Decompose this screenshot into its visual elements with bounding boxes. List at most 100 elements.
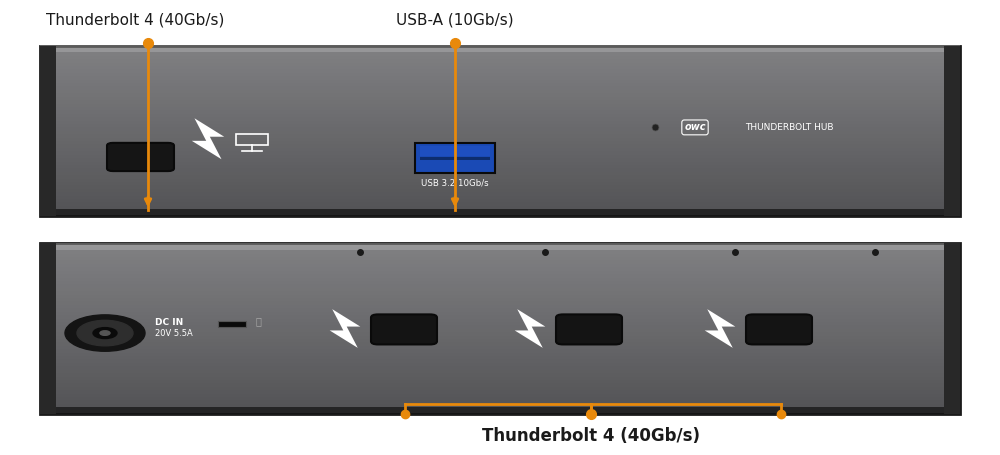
Bar xyxy=(40,295,960,298)
Bar xyxy=(40,93,960,97)
Bar xyxy=(40,148,960,151)
Bar xyxy=(40,243,960,250)
Text: USB-A (10Gb/s): USB-A (10Gb/s) xyxy=(396,13,514,28)
Bar xyxy=(40,80,960,83)
FancyBboxPatch shape xyxy=(107,143,174,171)
Bar xyxy=(40,63,960,66)
Bar xyxy=(40,155,960,158)
Polygon shape xyxy=(515,309,545,348)
Bar xyxy=(40,387,960,390)
Bar xyxy=(40,284,960,288)
FancyBboxPatch shape xyxy=(746,314,812,344)
Bar xyxy=(40,288,960,291)
Bar xyxy=(40,410,960,414)
Bar xyxy=(40,366,960,369)
Bar xyxy=(40,179,960,182)
Bar xyxy=(218,321,246,327)
Bar xyxy=(40,141,960,145)
Bar xyxy=(944,243,960,414)
FancyBboxPatch shape xyxy=(556,314,622,344)
Bar xyxy=(40,356,960,359)
Bar xyxy=(40,342,960,346)
Bar xyxy=(40,46,960,49)
Text: Thunderbolt 4 (40Gb/s): Thunderbolt 4 (40Gb/s) xyxy=(482,427,700,445)
Bar xyxy=(40,264,960,268)
Bar xyxy=(40,158,960,162)
Bar xyxy=(40,206,960,209)
Bar xyxy=(40,209,960,216)
Bar xyxy=(40,114,960,117)
Bar xyxy=(40,213,960,216)
Bar xyxy=(40,312,960,315)
Bar xyxy=(40,145,960,148)
Bar xyxy=(40,298,960,302)
Bar xyxy=(40,192,960,196)
Bar xyxy=(40,359,960,363)
Bar xyxy=(40,104,960,107)
Bar xyxy=(420,157,490,161)
Polygon shape xyxy=(192,118,224,159)
Bar xyxy=(40,315,960,318)
Text: owc: owc xyxy=(684,122,706,132)
Bar xyxy=(40,165,960,168)
Polygon shape xyxy=(705,309,735,348)
Bar xyxy=(40,250,960,254)
Text: USB 3.2 10Gb/s: USB 3.2 10Gb/s xyxy=(421,178,489,187)
Bar xyxy=(40,329,960,332)
Bar xyxy=(40,243,56,414)
Bar xyxy=(40,138,960,141)
Text: Thunderbolt 4 (40Gb/s): Thunderbolt 4 (40Gb/s) xyxy=(46,13,224,28)
Bar xyxy=(40,127,960,131)
Bar xyxy=(40,325,960,329)
Bar xyxy=(40,182,960,186)
Bar xyxy=(40,209,960,213)
Bar xyxy=(40,363,960,366)
Bar xyxy=(40,175,960,178)
Bar xyxy=(40,73,960,76)
Bar xyxy=(40,281,960,284)
Bar xyxy=(40,271,960,274)
Circle shape xyxy=(65,315,145,351)
Text: THUNDERBOLT HUB: THUNDERBOLT HUB xyxy=(745,123,834,132)
Bar xyxy=(40,56,960,59)
Bar xyxy=(40,268,960,271)
Bar xyxy=(40,394,960,397)
Bar xyxy=(40,346,960,349)
Bar xyxy=(40,339,960,342)
Bar xyxy=(40,318,960,322)
Bar xyxy=(40,373,960,377)
Bar xyxy=(40,83,960,86)
FancyBboxPatch shape xyxy=(371,314,437,344)
Bar xyxy=(40,131,960,134)
Bar xyxy=(40,49,960,52)
Text: 20V 5.5A: 20V 5.5A xyxy=(155,329,193,338)
Bar xyxy=(40,305,960,308)
Bar xyxy=(40,353,960,356)
Bar xyxy=(40,46,960,52)
Bar xyxy=(40,189,960,192)
Bar xyxy=(40,397,960,400)
Polygon shape xyxy=(330,309,360,348)
Bar xyxy=(40,162,960,165)
Bar xyxy=(40,380,960,383)
Text: DC IN: DC IN xyxy=(155,318,183,327)
Bar xyxy=(40,107,960,110)
Bar xyxy=(40,377,960,380)
Bar xyxy=(40,247,960,250)
Bar xyxy=(40,202,960,206)
Bar xyxy=(40,117,960,121)
Bar xyxy=(40,86,960,90)
Bar xyxy=(40,404,960,407)
Bar xyxy=(40,322,960,325)
Bar xyxy=(40,254,960,257)
Bar xyxy=(40,111,960,114)
Bar xyxy=(40,76,960,80)
Bar xyxy=(40,407,960,410)
Bar xyxy=(40,100,960,103)
Bar xyxy=(40,400,960,404)
Bar xyxy=(40,46,56,216)
Bar xyxy=(40,278,960,281)
Bar xyxy=(40,332,960,336)
Bar xyxy=(944,46,960,216)
Bar xyxy=(40,336,960,339)
